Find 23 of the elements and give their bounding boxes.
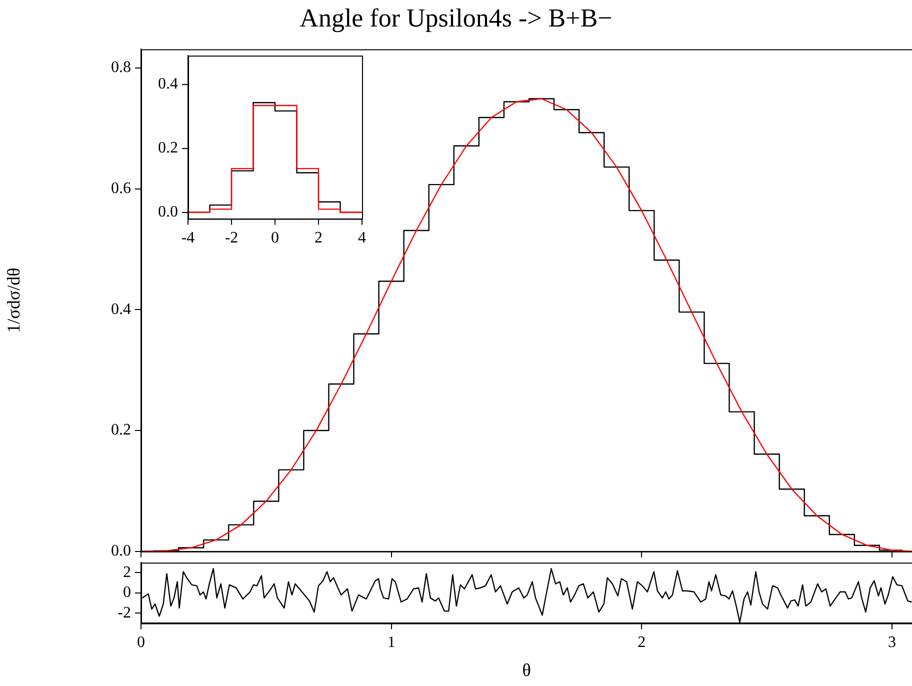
- x-tick-label: 2: [638, 634, 646, 652]
- chart-title: Angle for Upsilon4s -> B+B−: [300, 3, 612, 32]
- y-tick-label: 0.4: [111, 300, 131, 318]
- x-tick-label: -2: [224, 230, 238, 247]
- y-tick-label: 0.8: [111, 59, 131, 76]
- y-tick-label: 0.0: [111, 542, 131, 560]
- y-tick-label: -2: [118, 604, 131, 622]
- x-tick-label: 1: [387, 634, 396, 652]
- y-axis-title: 1/σdσ/dθ: [4, 268, 24, 333]
- x-axis-title: θ: [522, 660, 531, 680]
- x-tick-label: 4: [358, 230, 366, 247]
- y-tick-label: 0.0: [158, 204, 178, 221]
- x-tick-label: 2: [314, 230, 322, 247]
- y-tick-label: 0.2: [158, 140, 178, 157]
- y-tick-label: 0.4: [158, 76, 178, 93]
- y-tick-label: 2: [123, 564, 131, 581]
- x-tick-label: -4: [181, 230, 195, 247]
- y-tick-label: 0.2: [111, 422, 131, 439]
- x-tick-label: 3: [888, 634, 896, 652]
- x-tick-label: 0: [137, 634, 145, 652]
- y-tick-label: 0.6: [111, 180, 131, 198]
- x-tick-label: 0: [271, 230, 279, 247]
- y-tick-label: 0: [123, 584, 131, 602]
